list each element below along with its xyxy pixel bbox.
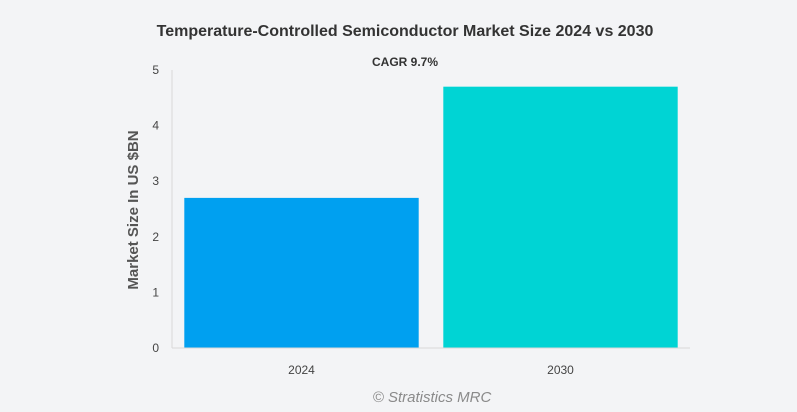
y-tick-label: 4 (152, 119, 159, 133)
y-axis: 0 1 2 3 4 5 (152, 63, 159, 355)
bar-2024 (184, 197, 419, 348)
y-axis-label: Market Size In US $BN (125, 130, 142, 289)
bar-2030 (443, 86, 678, 349)
y-tick-label: 1 (152, 285, 159, 299)
y-tick-label: 0 (152, 341, 159, 355)
bars-group (184, 86, 678, 349)
chart-title: Temperature-Controlled Semiconductor Mar… (157, 23, 654, 40)
y-tick-label: 5 (152, 63, 159, 77)
watermark: © Stratistics MRC (373, 389, 492, 406)
x-axis: 2024 2030 (288, 363, 574, 377)
y-tick-label: 3 (152, 174, 159, 188)
y-tick-label: 2 (152, 230, 159, 244)
cagr-annotation: CAGR 9.7% (372, 55, 438, 69)
x-tick-label: 2030 (547, 363, 574, 377)
x-tick-label: 2024 (288, 363, 315, 377)
